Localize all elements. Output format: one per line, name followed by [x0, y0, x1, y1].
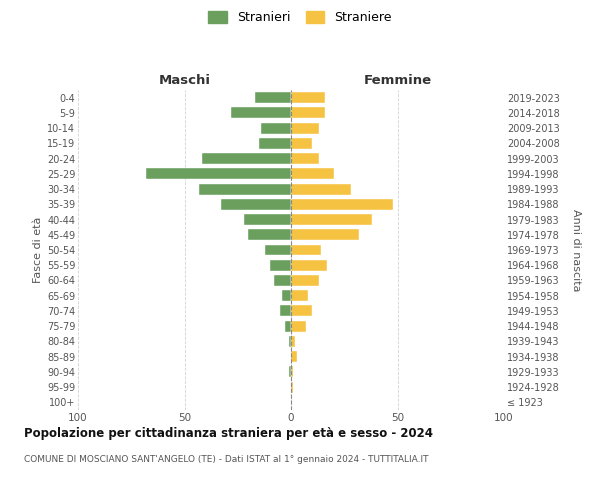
Y-axis label: Anni di nascita: Anni di nascita: [571, 209, 581, 291]
Bar: [291, 199, 393, 210]
Bar: [232, 108, 291, 118]
Bar: [291, 92, 325, 103]
Bar: [291, 108, 325, 118]
Bar: [291, 138, 313, 149]
Bar: [291, 366, 293, 378]
Bar: [291, 214, 372, 225]
Bar: [244, 214, 291, 225]
Bar: [199, 184, 291, 194]
Bar: [291, 168, 334, 179]
Bar: [255, 92, 291, 103]
Legend: Stranieri, Straniere: Stranieri, Straniere: [208, 11, 392, 24]
Text: Popolazione per cittadinanza straniera per età e sesso - 2024: Popolazione per cittadinanza straniera p…: [24, 428, 433, 440]
Text: COMUNE DI MOSCIANO SANT'ANGELO (TE) - Dati ISTAT al 1° gennaio 2024 - TUTTITALIA: COMUNE DI MOSCIANO SANT'ANGELO (TE) - Da…: [24, 455, 428, 464]
Bar: [291, 351, 298, 362]
Text: Maschi: Maschi: [158, 74, 211, 88]
Bar: [291, 184, 350, 194]
Bar: [291, 290, 308, 301]
Bar: [202, 153, 291, 164]
Y-axis label: Fasce di età: Fasce di età: [32, 217, 43, 283]
Bar: [291, 275, 319, 286]
Bar: [274, 275, 291, 286]
Bar: [146, 168, 291, 179]
Bar: [265, 244, 291, 256]
Bar: [259, 138, 291, 149]
Bar: [289, 336, 291, 347]
Bar: [289, 366, 291, 378]
Bar: [221, 199, 291, 210]
Bar: [291, 230, 359, 240]
Bar: [283, 290, 291, 301]
Bar: [291, 122, 319, 134]
Bar: [270, 260, 291, 270]
Bar: [280, 306, 291, 316]
Bar: [291, 336, 295, 347]
Bar: [291, 244, 321, 256]
Bar: [284, 320, 291, 332]
Bar: [291, 320, 306, 332]
Bar: [291, 382, 293, 392]
Bar: [261, 122, 291, 134]
Bar: [291, 260, 327, 270]
Bar: [291, 306, 313, 316]
Text: Femmine: Femmine: [364, 74, 431, 88]
Bar: [248, 230, 291, 240]
Bar: [291, 153, 319, 164]
